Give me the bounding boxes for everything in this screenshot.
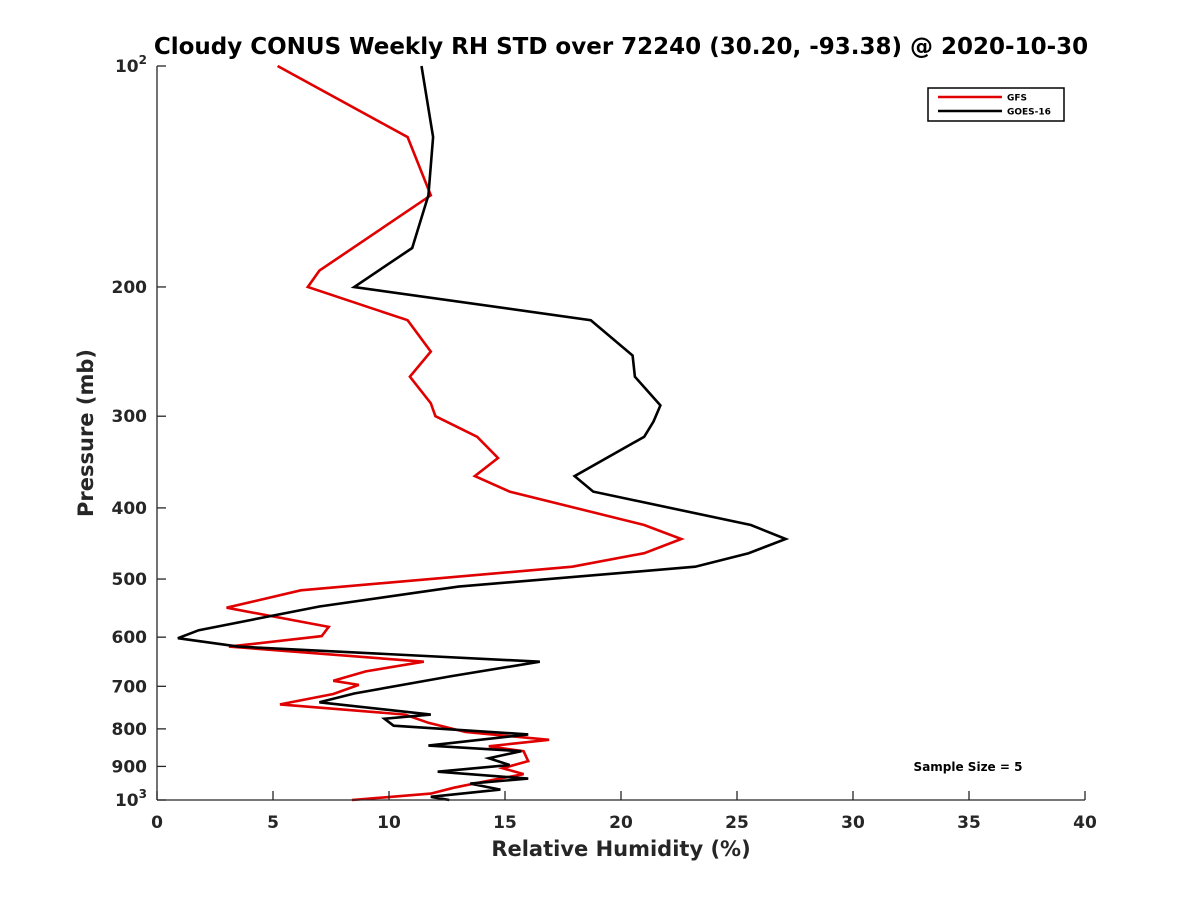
y-tick-label: 600 bbox=[112, 628, 148, 648]
x-axis-label: Relative Humidity (%) bbox=[491, 837, 750, 861]
y-tick-label: 900 bbox=[112, 757, 148, 777]
x-tick-label: 20 bbox=[609, 813, 633, 833]
series-line-gfs bbox=[226, 64, 685, 802]
y-tick-label: 800 bbox=[112, 720, 148, 740]
x-tick-label: 30 bbox=[841, 813, 865, 833]
legend-label-gfs: GFS bbox=[1007, 94, 1027, 104]
x-tick-label: 40 bbox=[1073, 813, 1097, 833]
y-tick-label: 102 bbox=[115, 53, 147, 77]
y-tick-label: 400 bbox=[112, 499, 148, 519]
y-tick-label: 500 bbox=[112, 570, 148, 590]
y-tick-label: 200 bbox=[112, 278, 148, 298]
plot-area bbox=[157, 66, 1085, 800]
x-tick-label: 15 bbox=[493, 813, 517, 833]
legend-box bbox=[927, 87, 1065, 122]
x-tick-label: 10 bbox=[377, 813, 401, 833]
plot-background bbox=[157, 66, 1085, 800]
x-tick-label: 0 bbox=[151, 813, 163, 833]
y-tick-label: 103 bbox=[115, 787, 147, 811]
y-tick-label: 700 bbox=[112, 677, 148, 697]
y-tick-label: 300 bbox=[112, 407, 148, 427]
legend-label-goes-16: GOES-16 bbox=[1007, 108, 1051, 118]
series-layer bbox=[177, 64, 790, 802]
series-line-goes-16 bbox=[177, 65, 790, 802]
sample-size-annotation: Sample Size = 5 bbox=[914, 760, 1023, 774]
x-tick-label: 35 bbox=[957, 813, 981, 833]
chart-title: Cloudy CONUS Weekly RH STD over 72240 (3… bbox=[154, 34, 1088, 60]
legend: GFS GOES-16 bbox=[927, 87, 1065, 122]
x-tick-label: 5 bbox=[267, 813, 279, 833]
x-tick-label: 25 bbox=[725, 813, 749, 833]
axes-layer: 0 5 10 15 20 25 30 35 40 102 200 300 400 500 600 700 800… bbox=[112, 53, 1097, 833]
y-axis-label: Pressure (mb) bbox=[74, 349, 98, 517]
